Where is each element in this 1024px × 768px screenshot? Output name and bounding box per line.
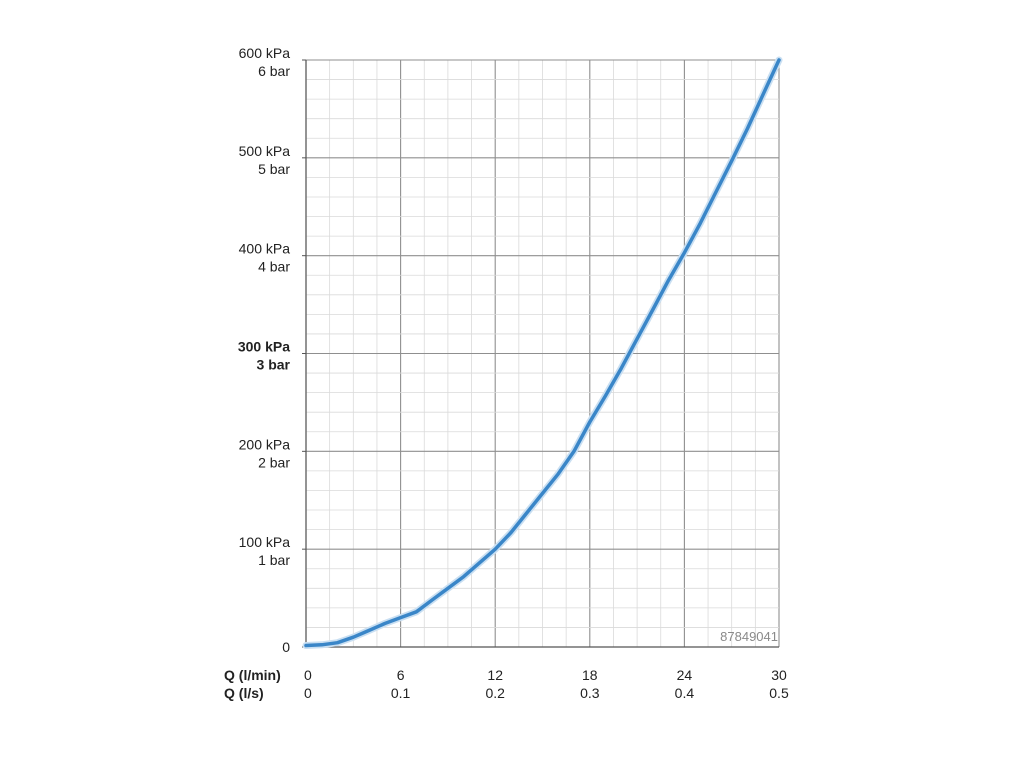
y-tick-label-kpa: 400 kPa xyxy=(239,241,291,257)
x-tick-label-ls: 0.5 xyxy=(769,685,789,701)
chart-series xyxy=(302,56,783,649)
x-tick-label-lmin: 0 xyxy=(304,667,312,683)
x-tick-label-lmin: 12 xyxy=(487,667,503,683)
x-tick-label-ls: 0.1 xyxy=(391,685,411,701)
y-tick-label-kpa: 100 kPa xyxy=(239,534,291,550)
series-line xyxy=(304,58,781,648)
y-tick-label-kpa: 0 xyxy=(282,639,290,655)
x-tick-label-lmin: 24 xyxy=(677,667,693,683)
y-tick-label-bar: 2 bar xyxy=(258,454,290,470)
x-tick-label-ls: 0 xyxy=(304,685,312,701)
y-tick-label-kpa: 300 kPa xyxy=(238,339,290,355)
chart-grid xyxy=(305,59,780,648)
x-tick-label-lmin: 6 xyxy=(397,667,405,683)
y-tick-label-bar: 3 bar xyxy=(257,357,291,373)
y-tick-label-kpa: 600 kPa xyxy=(239,45,291,61)
x-axis-label-ls: Q (l/s) xyxy=(224,685,264,701)
product-code-annotation: 87849041 xyxy=(720,629,778,644)
x-axis-label-lmin: Q (l/min) xyxy=(224,667,281,683)
x-tick-label-ls: 0.3 xyxy=(580,685,600,701)
y-tick-label-kpa: 200 kPa xyxy=(239,436,291,452)
x-tick-label-lmin: 30 xyxy=(771,667,787,683)
y-tick-label-kpa: 500 kPa xyxy=(239,143,291,159)
x-tick-labels: 0 0 6 0.1 12 0.2 18 0.3 24 0.4 30 0.5 xyxy=(304,667,789,701)
y-tick-labels: 0 100 kPa 1 bar 200 kPa 2 bar 300 kPa 3 bar 400… xyxy=(238,45,291,655)
y-tick-label-bar: 4 bar xyxy=(258,259,290,275)
x-tick-label-ls: 0.2 xyxy=(485,685,505,701)
chart-axes xyxy=(302,59,779,648)
y-tick-label-bar: 5 bar xyxy=(258,161,290,177)
y-tick-label-bar: 1 bar xyxy=(258,552,290,568)
x-tick-label-lmin: 18 xyxy=(582,667,598,683)
y-tick-label-bar: 6 bar xyxy=(258,63,290,79)
x-tick-label-ls: 0.4 xyxy=(675,685,695,701)
